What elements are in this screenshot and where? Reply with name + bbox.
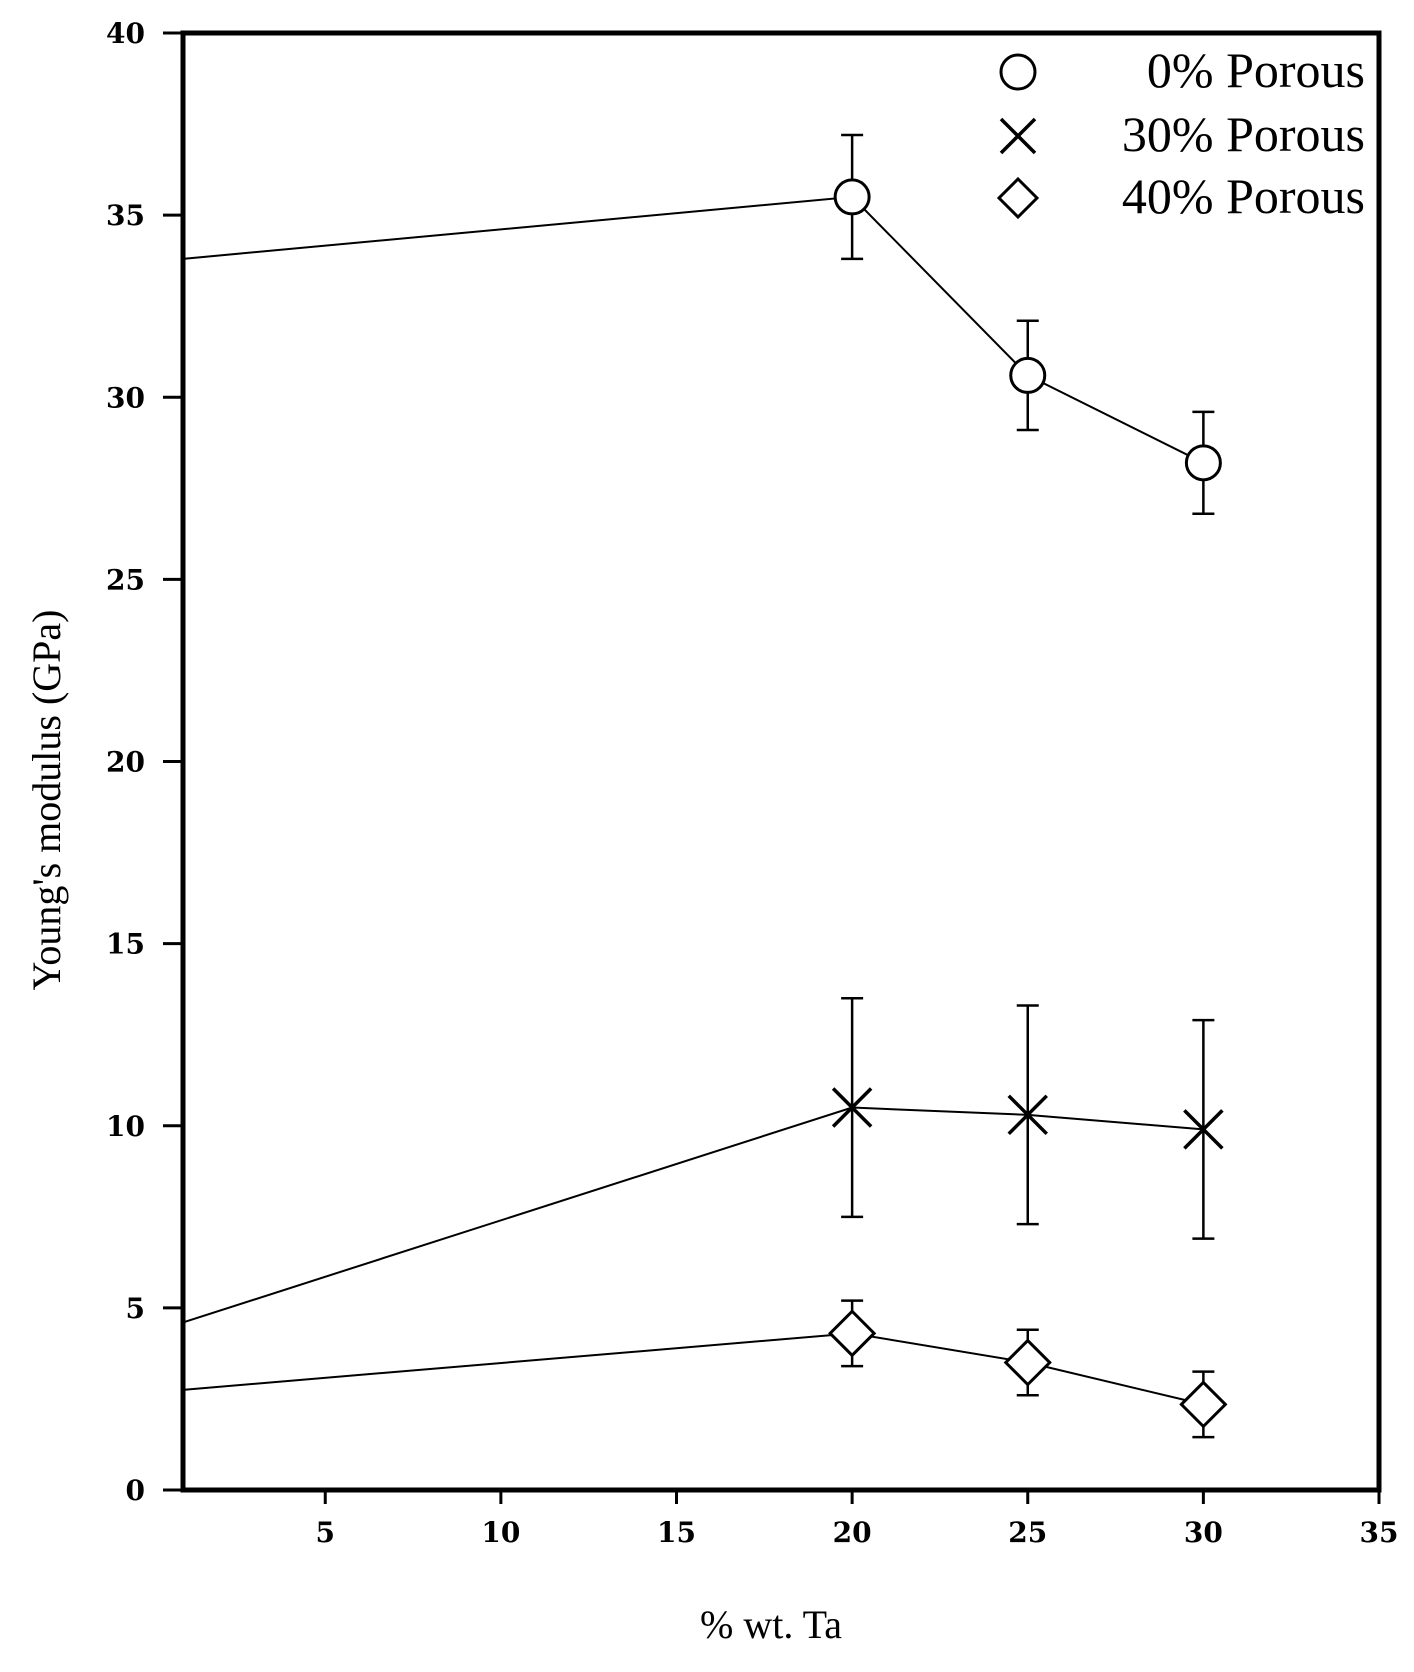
- series-line: [182, 195, 1204, 464]
- x-tick-label: 20: [833, 1516, 872, 1549]
- y-axis-title: Young's modulus (GPa): [24, 610, 69, 991]
- y-tick-label: 15: [106, 928, 145, 961]
- data-point: [828, 1309, 877, 1358]
- plot-frame: [180, 30, 1382, 1493]
- series-diamond: [182, 1299, 1228, 1439]
- y-axis-ticks: 0 5 10 15 20 25 30 35 40: [106, 17, 183, 1507]
- series-line: [182, 1332, 1204, 1406]
- series-circle: [182, 133, 1222, 516]
- marker-stroke: [1183, 1109, 1224, 1150]
- data-point: [831, 1087, 873, 1128]
- data-point: [1183, 1109, 1224, 1150]
- data-point: [1009, 356, 1047, 394]
- y-tick-label: 5: [126, 1292, 145, 1325]
- series-x: [182, 997, 1224, 1324]
- series-line: [182, 1106, 1204, 1324]
- x-tick-label: 25: [1008, 1516, 1047, 1549]
- x-tick-label: 30: [1184, 1516, 1223, 1549]
- legend-label: 40% Porous: [1122, 168, 1365, 224]
- x-tick-label: 15: [657, 1516, 696, 1549]
- marker-stroke: [831, 1087, 873, 1128]
- data-point: [1179, 1380, 1228, 1429]
- marker-stroke: [1007, 1094, 1048, 1136]
- legend-marker-circle: [999, 53, 1037, 91]
- data-point: [1007, 1094, 1048, 1136]
- x-axis-ticks: 5 10 15 20 25 30 35: [316, 1490, 1399, 1549]
- x-tick-label: 35: [1360, 1516, 1399, 1549]
- data-point: [1003, 1338, 1052, 1387]
- y-tick-label: 0: [126, 1474, 145, 1507]
- legend-marker-diamond: [996, 176, 1040, 220]
- y-tick-label: 20: [106, 746, 145, 779]
- legend-label: 0% Porous: [1147, 42, 1365, 98]
- y-tick-label: 30: [106, 381, 145, 414]
- marker-stroke: [999, 117, 1037, 155]
- data-point: [833, 178, 871, 216]
- legend: 0% Porous 30% Porous 40% Porous: [996, 42, 1365, 224]
- y-tick-label: 10: [106, 1110, 145, 1143]
- y-tick-label: 40: [106, 17, 145, 50]
- x-axis-title: % wt. Ta: [700, 1602, 842, 1647]
- y-tick-label: 35: [106, 199, 145, 232]
- y-tick-label: 25: [106, 563, 145, 596]
- legend-marker-x: [999, 117, 1037, 155]
- series-layer: [182, 133, 1228, 1439]
- x-tick-label: 5: [316, 1516, 335, 1549]
- legend-label: 30% Porous: [1122, 106, 1365, 162]
- x-tick-label: 10: [481, 1516, 520, 1549]
- data-point: [1184, 444, 1222, 482]
